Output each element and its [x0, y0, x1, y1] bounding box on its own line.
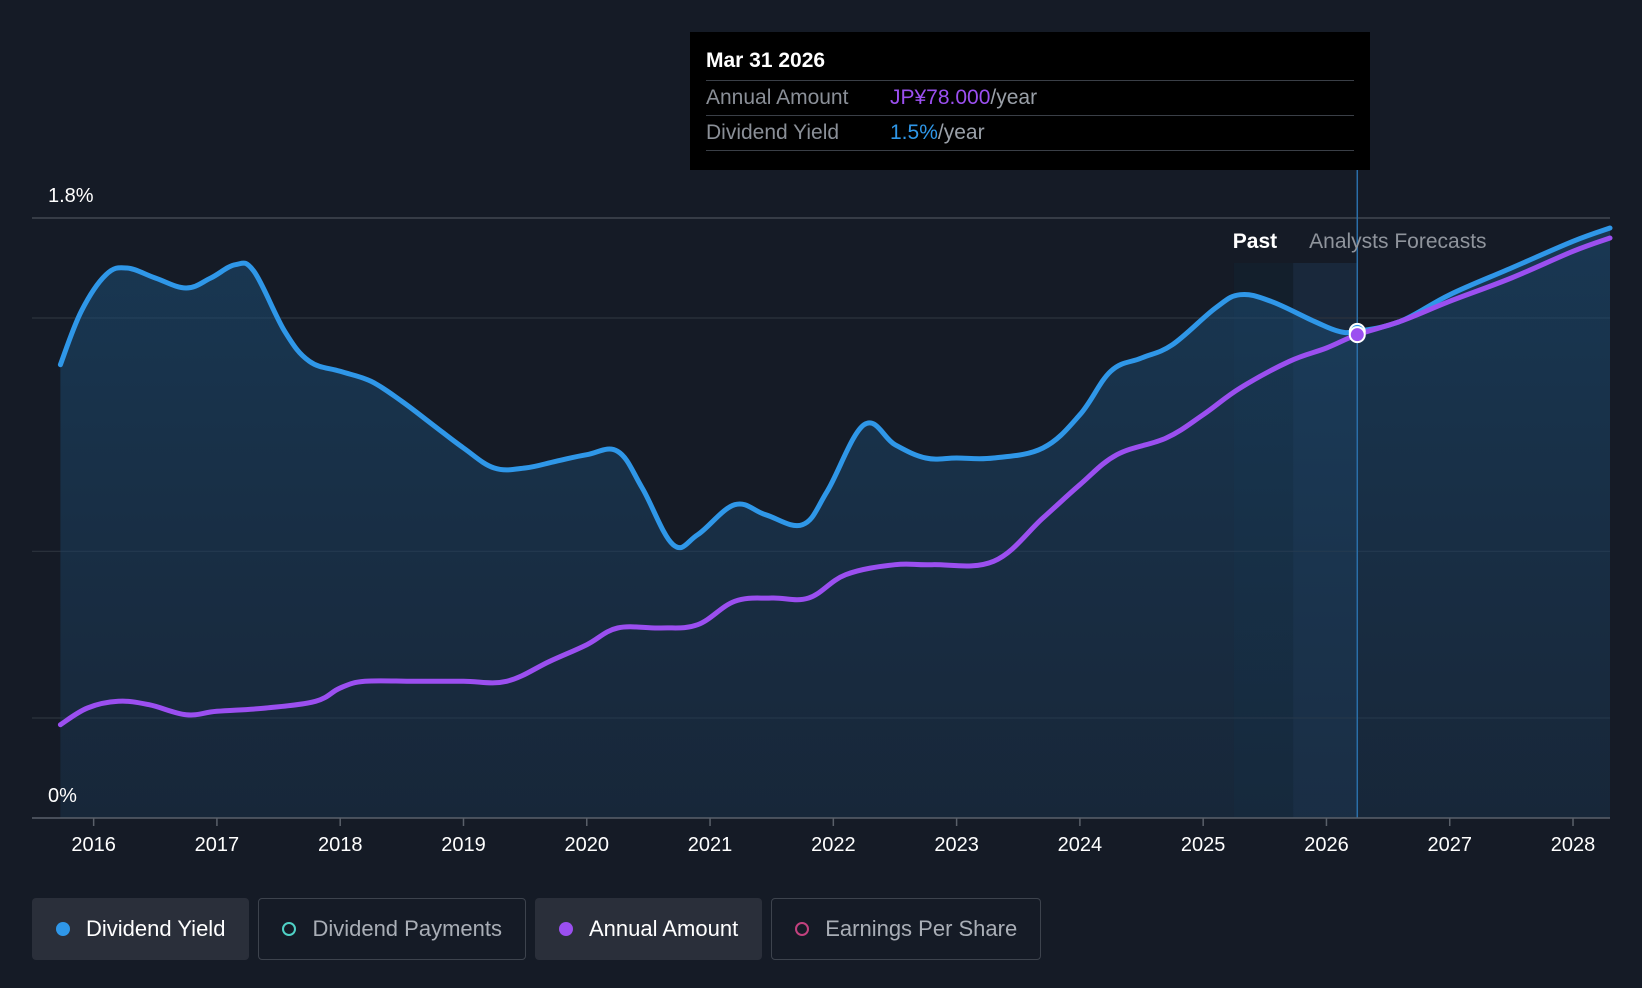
legend-earnings-per-share-button[interactable]: Earnings Per Share	[771, 898, 1042, 960]
legend: Dividend Yield Dividend Payments Annual …	[32, 898, 1042, 960]
y-label-bottom: 0%	[48, 785, 77, 807]
x-tick-label: 2022	[811, 834, 856, 856]
x-tick-label: 2026	[1304, 834, 1349, 856]
tooltip-label: Dividend Yield	[706, 121, 840, 144]
tooltip: Mar 31 2026 Annual Amount JP¥78.000 /yea…	[690, 32, 1370, 170]
legend-dividend-payments-button[interactable]: Dividend Payments	[258, 898, 526, 960]
x-tick-label: 2025	[1181, 834, 1226, 856]
legend-annual-amount-button[interactable]: Annual Amount	[534, 898, 763, 960]
dividend-yield-dot-icon	[56, 922, 70, 936]
x-tick-label: 2027	[1427, 834, 1472, 856]
tooltip-suffix: /year	[990, 86, 1038, 109]
x-tick-label: 2020	[565, 834, 610, 856]
legend-label: Annual Amount	[588, 916, 739, 941]
x-tick-label: 2019	[441, 834, 486, 856]
x-tick-label: 2021	[688, 834, 733, 856]
dividend-yield-area	[60, 228, 1610, 818]
amount-marker[interactable]	[1348, 326, 1366, 344]
legend-label: Dividend Payments	[312, 916, 502, 941]
x-axis-ticks: 2016 2017 2018 2019 2020 2021 2022 2023 2024 2025…	[71, 818, 1595, 856]
tooltip-label: Annual Amount	[706, 86, 849, 109]
forecast-label: Analysts Forecasts	[1309, 230, 1486, 253]
tooltip-suffix: /year	[937, 121, 985, 144]
annual-amount-dot-icon	[558, 922, 573, 936]
tooltip-value: 1.5%	[890, 121, 938, 144]
x-tick-label: 2028	[1551, 834, 1596, 856]
x-tick-label: 2023	[934, 834, 979, 856]
annual-amount-line	[57, 235, 1613, 728]
tooltip-row-dividend-yield: Dividend Yield 1.5% /year	[706, 115, 1354, 151]
legend-dividend-yield-button[interactable]: Dividend Yield	[32, 898, 250, 960]
legend-label: Dividend Yield	[86, 916, 226, 941]
past-label: Past	[1233, 230, 1277, 253]
tooltip-value: JP¥78.000	[890, 86, 991, 109]
x-tick-label: 2016	[71, 834, 116, 856]
dividend-payments-ring-icon	[282, 922, 297, 936]
x-tick-label: 2024	[1058, 834, 1103, 856]
tooltip-row-annual-amount: Annual Amount JP¥78.000 /year	[706, 80, 1354, 115]
x-tick-label: 2018	[318, 834, 363, 856]
x-tick-label: 2017	[195, 834, 240, 856]
dividend-yield-line	[57, 225, 1613, 551]
legend-label: Earnings Per Share	[825, 916, 1018, 941]
tooltip-date: Mar 31 2026	[706, 49, 826, 72]
y-label-top: 1.8%	[48, 185, 94, 207]
earnings-per-share-ring-icon	[795, 922, 810, 936]
